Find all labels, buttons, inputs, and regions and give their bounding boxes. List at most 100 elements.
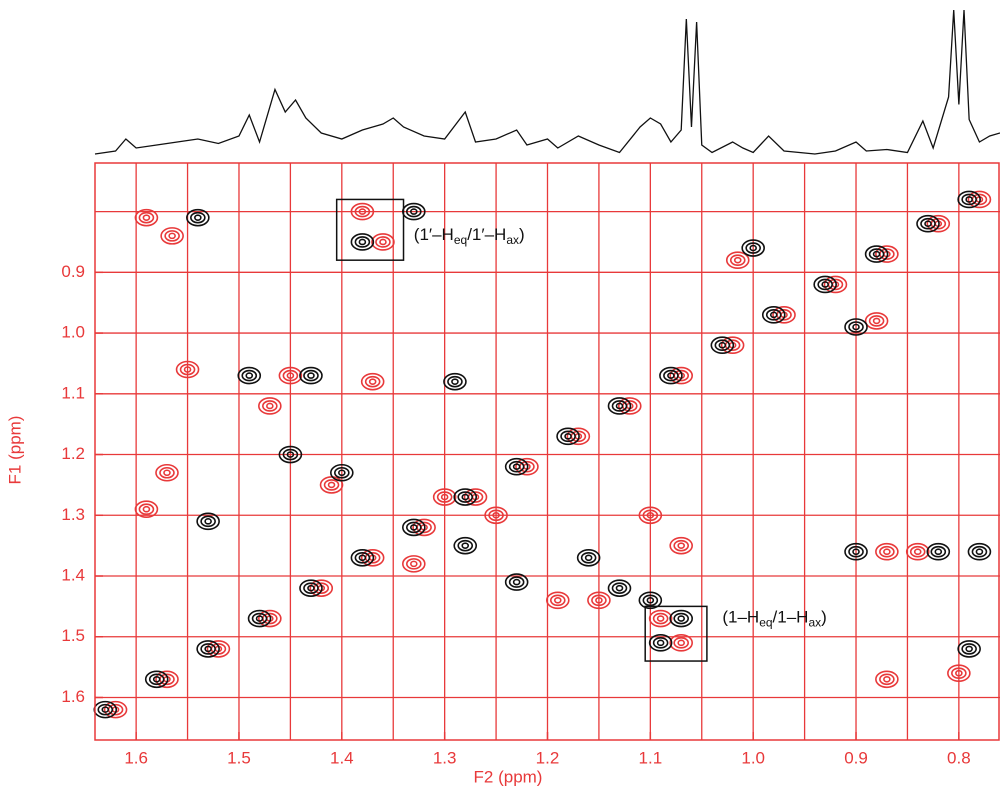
contour-level [458, 541, 472, 551]
y-tick-label: 0.9 [61, 262, 85, 281]
contour-peak [608, 580, 630, 596]
x-tick-label: 1.2 [536, 748, 560, 767]
contour-level [555, 598, 561, 603]
contour-peak [578, 550, 600, 566]
contour-level [201, 516, 215, 526]
x-tick-label: 1.1 [639, 748, 663, 767]
contour-level [510, 577, 524, 587]
contour-peak [968, 544, 990, 560]
contour-level [191, 213, 205, 223]
annotation-subscript: eq [759, 616, 772, 630]
contour-level [935, 549, 941, 554]
contour-peak [238, 368, 260, 384]
contour-level [246, 373, 252, 378]
contour-level [263, 401, 277, 411]
contour-level [612, 583, 626, 593]
contour-peak [547, 592, 569, 608]
contour-level [582, 553, 596, 563]
contour-level [267, 403, 273, 408]
x-tick-label: 0.9 [844, 748, 868, 767]
contour-peak [876, 671, 898, 687]
contour-peak [403, 556, 425, 572]
contour-level [139, 504, 153, 514]
contour-level [586, 555, 592, 560]
contour-level [870, 316, 884, 326]
contour-peak [650, 635, 672, 651]
contour-level [658, 640, 664, 645]
contour-level [678, 616, 684, 621]
contour-level [407, 559, 421, 569]
contour-level [304, 371, 318, 381]
x-tick-label: 1.3 [433, 748, 457, 767]
contour-level [165, 231, 179, 241]
contour-peak [300, 368, 322, 384]
annotation-subscript: eq [454, 233, 467, 247]
contour-peak [259, 398, 281, 414]
y-tick-label: 1.6 [61, 687, 85, 706]
y-tick-label: 1.0 [61, 323, 85, 342]
contour-level [551, 595, 565, 605]
y-tick-label: 1.2 [61, 444, 85, 463]
contour-level [654, 638, 668, 648]
contour-level [735, 258, 741, 263]
contour-peak [197, 513, 219, 529]
contour-level [658, 616, 664, 621]
contour-peak [135, 210, 157, 226]
contour-peak [927, 544, 949, 560]
contour-level [366, 377, 380, 387]
contour-peak [444, 374, 466, 390]
annotation: (1–Heq/1–Hax) [722, 608, 827, 630]
contour-peak [372, 234, 394, 250]
contour-level [976, 549, 982, 554]
contour-peak [670, 538, 692, 554]
contour-level [195, 215, 201, 220]
y-tick-label: 1.1 [61, 383, 85, 402]
annotation-text: /1–H [773, 608, 809, 627]
contour-peak [670, 635, 692, 651]
annotation-text: (1–H [722, 608, 759, 627]
annotation-text: (1′–H [414, 225, 454, 244]
contour-level [654, 614, 668, 624]
contour-level [359, 239, 365, 244]
contour-level [962, 644, 976, 654]
contour-level [411, 561, 417, 566]
contour-peak [351, 234, 373, 250]
x-tick-label: 1.0 [741, 748, 765, 767]
contour-peak [958, 641, 980, 657]
annotation-text: /1′–H [467, 225, 506, 244]
contour-peak [650, 611, 672, 627]
contour-peak [670, 611, 692, 627]
contour-level [884, 549, 890, 554]
x-tick-label: 1.6 [124, 748, 148, 767]
contour-level [462, 543, 468, 548]
contour-level [308, 373, 314, 378]
contour-level [325, 480, 339, 490]
contour-level [514, 580, 520, 585]
annotation-subscript: ax [506, 233, 519, 247]
contour-level [931, 547, 945, 557]
y-tick-label: 1.4 [61, 565, 85, 584]
y-tick-label: 1.3 [61, 505, 85, 524]
x-tick-label: 1.4 [330, 748, 354, 767]
contour-peak [187, 210, 209, 226]
contour-level [139, 213, 153, 223]
contour-level [674, 541, 688, 551]
contour-level [452, 379, 458, 384]
contour-level [242, 371, 256, 381]
contour-peak [866, 313, 888, 329]
annotation-text: ) [821, 608, 827, 627]
projection-trace [95, 10, 1000, 154]
contour-level [915, 549, 921, 554]
annotation-subscript: ax [808, 616, 821, 630]
y-axis-label: F1 (ppm) [5, 416, 24, 485]
contour-level [674, 638, 688, 648]
contour-peak [156, 465, 178, 481]
contour-peak [135, 501, 157, 517]
annotation-text: ) [519, 225, 525, 244]
annotation: (1′–Heq/1′–Hax) [414, 225, 525, 247]
y-tick-label: 1.5 [61, 626, 85, 645]
contour-level [355, 237, 369, 247]
contour-level [911, 547, 925, 557]
contour-level [205, 519, 211, 524]
contour-level [884, 677, 890, 682]
